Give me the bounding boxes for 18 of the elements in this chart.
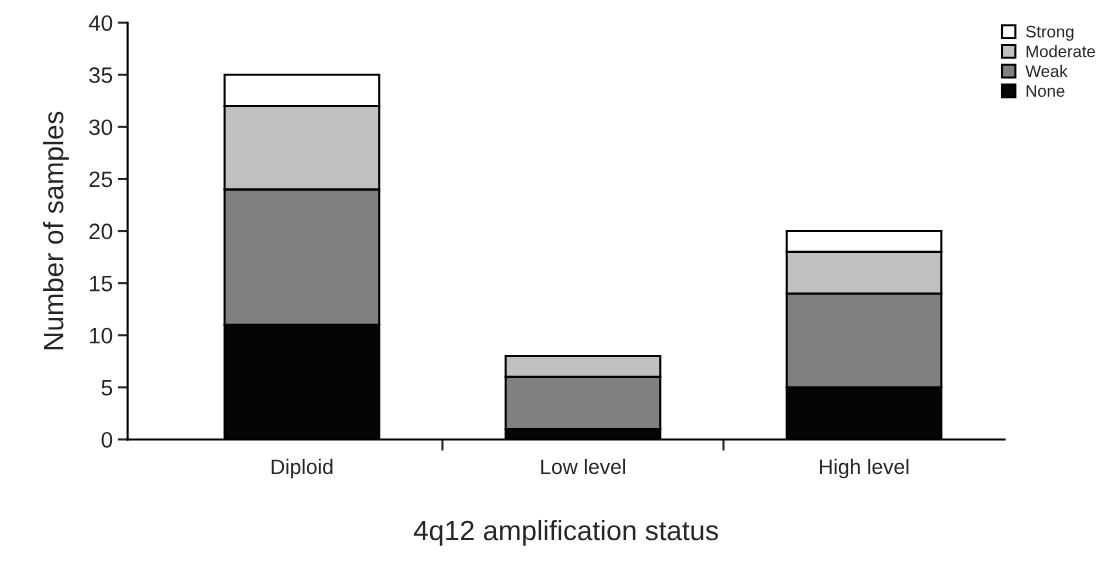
- legend-label: Weak: [1025, 64, 1068, 78]
- y-tick-label: 30: [89, 119, 113, 136]
- legend-label: Moderate: [1026, 45, 1096, 58]
- x-tick-label: High level: [819, 458, 909, 479]
- y-tick-label: 0: [101, 431, 113, 448]
- y-axis-title: Number of samples: [43, 111, 69, 350]
- x-tick-label: Diploid: [271, 458, 333, 479]
- y-tick-label: 5: [101, 380, 113, 396]
- legend-label: Strong: [1026, 25, 1074, 41]
- y-tick-label: 10: [90, 327, 113, 344]
- y-tick-label: 20: [89, 223, 113, 240]
- y-tick-label: 40: [88, 15, 113, 31]
- x-axis-title: 4q12 amplification status: [413, 519, 718, 546]
- y-tick-label: 35: [89, 67, 113, 84]
- legend-label: None: [1026, 85, 1065, 97]
- x-tick-label: Low level: [541, 458, 625, 475]
- y-tick-label: 25: [89, 171, 113, 188]
- y-tick-label: 15: [90, 275, 113, 292]
